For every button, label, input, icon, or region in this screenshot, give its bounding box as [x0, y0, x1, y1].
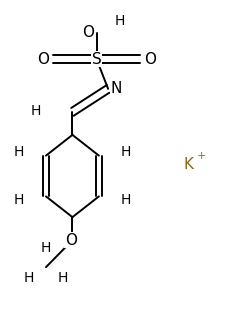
Text: O: O — [143, 52, 155, 67]
Text: O: O — [65, 233, 77, 248]
Text: H: H — [14, 145, 24, 159]
Text: H: H — [31, 104, 41, 118]
Text: H: H — [14, 193, 24, 207]
Text: K: K — [183, 157, 193, 172]
Text: H: H — [23, 271, 34, 285]
Text: S: S — [91, 52, 101, 67]
Text: N: N — [110, 81, 121, 96]
Text: O: O — [37, 52, 49, 67]
Text: +: + — [196, 151, 205, 161]
Text: H: H — [41, 241, 51, 255]
Text: H: H — [114, 14, 124, 28]
Text: H: H — [120, 193, 131, 207]
Text: H: H — [120, 145, 131, 159]
Text: H: H — [58, 271, 68, 285]
Text: O: O — [82, 25, 94, 40]
